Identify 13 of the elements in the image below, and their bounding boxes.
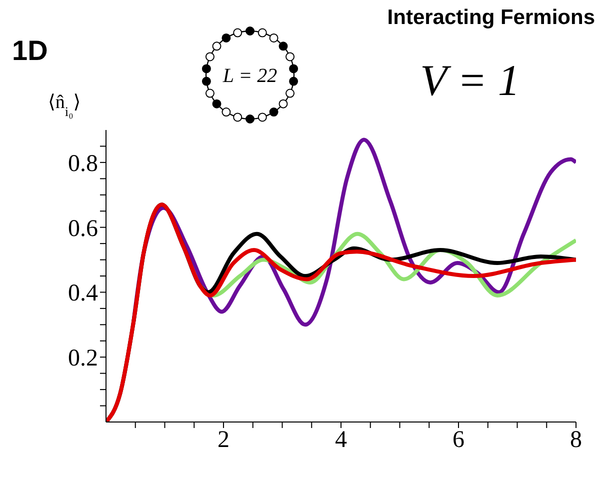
x-tick-label: 8 <box>570 427 582 454</box>
x-tick-label: 4 <box>335 427 347 454</box>
x-tick-label: 2 <box>218 427 230 454</box>
y-tick-label: 0.4 <box>68 280 98 307</box>
y-tick-label: 0.2 <box>68 346 98 372</box>
text: V = 1 <box>420 56 520 105</box>
y-tick-label: 0.6 <box>68 216 98 242</box>
x-tick-label: 6 <box>452 427 464 454</box>
text: L = 22 <box>222 65 278 87</box>
y-axis-title: ⟨n̂$_{i₀}$⟩ <box>48 92 81 118</box>
y-tick-label: 0.8 <box>68 150 98 177</box>
text: 1D <box>12 35 48 66</box>
chart-title: Interacting Fermions <box>387 6 595 29</box>
